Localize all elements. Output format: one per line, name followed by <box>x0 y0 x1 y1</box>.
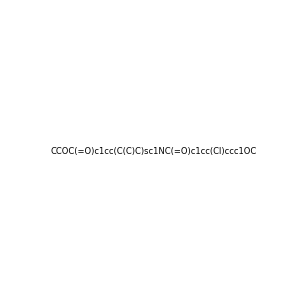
Text: CCOC(=O)c1cc(C(C)C)sc1NC(=O)c1cc(Cl)ccc1OC: CCOC(=O)c1cc(C(C)C)sc1NC(=O)c1cc(Cl)ccc1… <box>51 147 257 156</box>
